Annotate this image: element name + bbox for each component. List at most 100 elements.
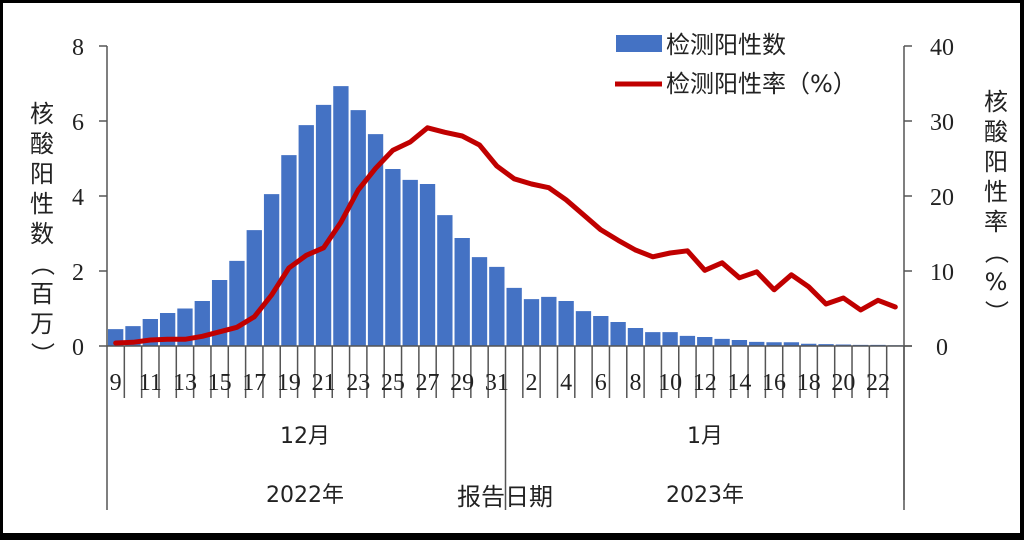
svg-text:性: 性: [984, 178, 1008, 206]
bar: [575, 311, 592, 346]
svg-text:酸: 酸: [30, 130, 54, 158]
y-left-tick-label: 0: [72, 335, 84, 361]
y-right-tick-label: 40: [930, 35, 954, 61]
x-tick-label: 2: [525, 370, 537, 396]
svg-text:万: 万: [30, 310, 54, 338]
bar: [333, 86, 349, 346]
y-left-tick-label: 6: [72, 110, 84, 136]
y-right-tick-label: 20: [930, 185, 954, 211]
svg-text:性: 性: [30, 190, 54, 218]
x-tick-label: 10: [658, 370, 682, 396]
bar: [766, 342, 782, 346]
bar: [749, 341, 765, 346]
y-left-tick-label: 2: [72, 260, 84, 286]
bar: [402, 179, 418, 346]
bar: [731, 340, 748, 346]
bar: [506, 287, 522, 346]
svg-text:阳: 阳: [984, 148, 1008, 176]
x-tick-label: 29: [450, 370, 474, 396]
y-right-tick-label: 30: [930, 110, 954, 136]
svg-text:百: 百: [30, 280, 54, 308]
year-label-2023: 2023年: [666, 483, 744, 508]
svg-text:）: ）: [28, 342, 56, 366]
month-label-dec: 12月: [280, 424, 330, 449]
svg-text:数: 数: [30, 220, 54, 248]
legend-bar-swatch: [616, 35, 662, 52]
x-tick-label: 15: [208, 370, 232, 396]
year-label-2022: 2022年: [266, 483, 344, 508]
y-left-tick-label: 4: [72, 185, 84, 211]
bar-series: [108, 86, 903, 346]
bar: [211, 280, 228, 346]
y-right-tick-label: 0: [936, 335, 948, 361]
x-tick-label: 21: [312, 370, 336, 396]
x-tick-label: 8: [629, 370, 641, 396]
bar: [645, 332, 661, 346]
x-tick-label: 22: [866, 370, 890, 396]
x-tick-label: 17: [242, 370, 266, 396]
x-tick-label: 13: [173, 370, 197, 396]
bar: [471, 257, 488, 346]
bar: [315, 104, 332, 346]
x-tick-label: 23: [346, 370, 370, 396]
svg-text:酸: 酸: [984, 118, 1008, 146]
bar: [627, 328, 644, 346]
bar: [350, 110, 366, 346]
line-series: [113, 125, 898, 346]
x-tick-label: 11: [139, 370, 162, 396]
x-tick-label: 12: [693, 370, 717, 396]
x-tick-label: 4: [560, 370, 572, 396]
x-axis-title: 报告日期: [457, 483, 553, 511]
x-tick-label: 6: [595, 370, 607, 396]
x-tick-label: 20: [831, 370, 855, 396]
x-tick-label: 18: [797, 370, 821, 396]
bar: [714, 338, 730, 346]
svg-text:%: %: [985, 268, 1008, 296]
bar: [229, 260, 245, 346]
bar: [367, 134, 384, 346]
svg-text:（: （: [28, 252, 56, 276]
svg-text:（: （: [982, 240, 1010, 264]
legend-bar-label: 检测阳性数: [666, 31, 786, 59]
bar: [818, 344, 834, 346]
bar: [679, 335, 696, 346]
svg-text:阳: 阳: [30, 160, 54, 188]
bar: [801, 343, 817, 346]
x-tick-label: 31: [485, 370, 509, 396]
bar: [419, 184, 436, 346]
bar: [610, 322, 626, 346]
y-left-tick-label: 8: [72, 35, 84, 61]
bar: [385, 169, 401, 346]
x-tick-label: 9: [110, 370, 122, 396]
bar: [541, 296, 557, 346]
x-tick-label: 25: [381, 370, 405, 396]
svg-text:）: ）: [982, 300, 1010, 324]
legend-line-label: 检测阳性率（%）: [666, 70, 857, 98]
svg-text:核: 核: [30, 100, 54, 128]
legend: 检测阳性数 检测阳性率（%）: [615, 31, 857, 98]
bar: [593, 316, 609, 346]
x-tick-label: 19: [277, 370, 301, 396]
bar: [783, 342, 800, 346]
svg-text:核: 核: [984, 88, 1008, 116]
bar: [697, 337, 713, 346]
bar: [489, 266, 505, 346]
month-label-jan: 1月: [687, 424, 723, 449]
chart-frame: 0 2 4 6 8 0 10 20 30 40 9 11 13 15 17 19 21 23 25 27 29 31 2 4 6…: [3, 3, 1020, 533]
svg-text:率: 率: [984, 208, 1008, 236]
bar: [454, 238, 470, 346]
x-tick-label: 14: [727, 370, 751, 396]
bar: [246, 230, 262, 346]
bar: [558, 301, 574, 346]
bar: [298, 125, 314, 346]
y-right-tick-label: 10: [930, 260, 954, 286]
bar: [437, 215, 453, 346]
x-tick-label: 27: [416, 370, 440, 396]
bar: [662, 332, 678, 346]
bar: [281, 155, 297, 346]
bar: [523, 299, 540, 346]
